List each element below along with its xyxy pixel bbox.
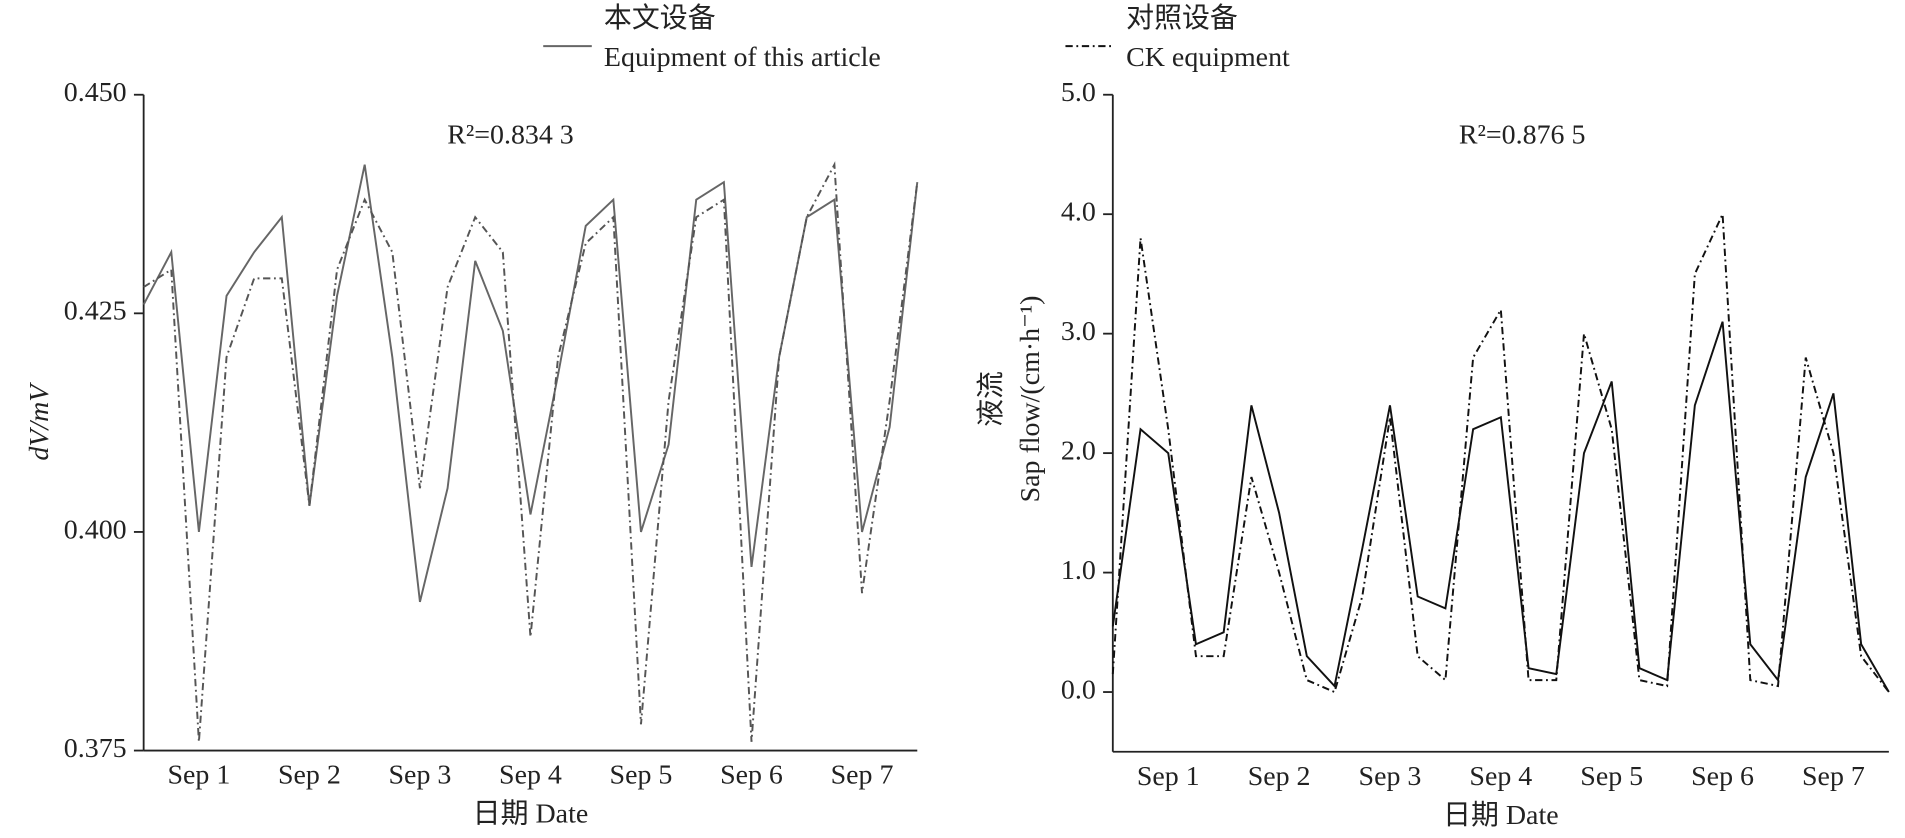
y-tick-label: 2.0: [1061, 436, 1096, 467]
annotation: R²=0.876 5: [1459, 120, 1586, 151]
series-line: [143, 161, 919, 742]
x-tick-label: Sep 1: [1137, 761, 1200, 792]
x-tick-label: Sep 7: [1802, 761, 1865, 792]
y-tick-label: 0.0: [1061, 674, 1096, 705]
legend-label: 对照设备: [1126, 2, 1238, 34]
x-tick-label: Sep 5: [610, 760, 673, 791]
legend-label: CK equipment: [1126, 42, 1290, 73]
x-tick-label: Sep 1: [167, 760, 230, 791]
y-axis-label: dV/mV: [24, 382, 55, 461]
series-line: [142, 164, 919, 603]
annotation: R²=0.834 3: [447, 120, 574, 151]
x-tick-label: Sep 2: [1248, 761, 1311, 792]
x-tick-label: Sep 4: [1469, 761, 1532, 792]
x-tick-label: Sep 6: [720, 760, 783, 791]
x-tick-label: Sep 3: [389, 760, 452, 791]
x-tick-label: Sep 6: [1691, 761, 1754, 792]
x-tick-label: Sep 3: [1359, 761, 1422, 792]
y-tick-label: 0.450: [64, 77, 127, 108]
y-tick-label: 0.400: [64, 514, 127, 545]
x-axis-label: 日期 Date: [473, 799, 589, 830]
y-tick-label: 0.425: [64, 296, 127, 327]
legend-label: 本文设备: [604, 2, 716, 34]
series-line: [1111, 321, 1890, 693]
series-line: [1111, 213, 1890, 694]
y-axis-label: Sap flow/(cm·h⁻¹): [1015, 296, 1046, 503]
x-axis-label: 日期 Date: [1443, 800, 1559, 831]
y-tick-label: 0.375: [64, 733, 127, 764]
legend-label: Equipment of this article: [604, 42, 881, 73]
x-tick-label: Sep 5: [1580, 761, 1643, 792]
x-tick-label: Sep 7: [831, 760, 894, 791]
x-tick-label: Sep 4: [499, 760, 562, 791]
y-tick-label: 4.0: [1061, 197, 1096, 228]
y-tick-label: 5.0: [1061, 77, 1096, 108]
x-tick-label: Sep 2: [278, 760, 341, 791]
y-tick-label: 3.0: [1061, 316, 1096, 347]
y-tick-label: 1.0: [1061, 555, 1096, 586]
y-axis-label: 液流: [975, 371, 1007, 427]
